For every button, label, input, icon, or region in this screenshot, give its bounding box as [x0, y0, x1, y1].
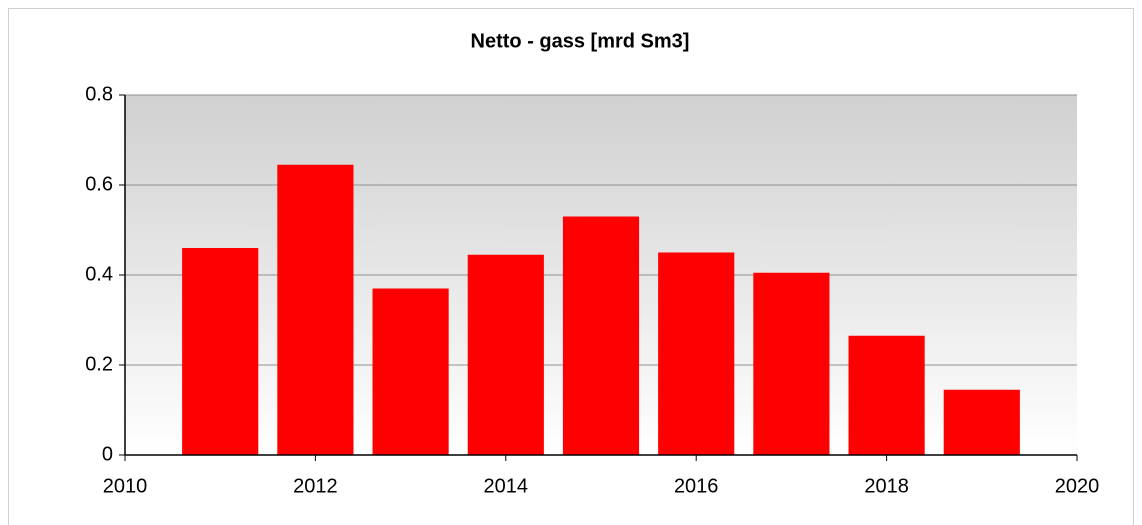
x-tick-label: 2014	[484, 475, 529, 497]
y-tick-label: 0.2	[85, 353, 113, 375]
x-tick-label: 2020	[1055, 475, 1100, 497]
x-tick-label: 2018	[864, 475, 909, 497]
bar	[467, 254, 544, 455]
chart-title: Netto - gass [mrd Sm3]	[471, 30, 690, 52]
bar	[277, 164, 354, 455]
bar	[658, 252, 735, 455]
y-tick-label: 0.6	[85, 173, 113, 195]
bar	[753, 272, 830, 455]
bar	[182, 248, 259, 455]
y-tick-label: 0	[102, 443, 113, 465]
bar	[372, 288, 449, 455]
frame	[8, 8, 1134, 525]
y-tick-label: 0.8	[85, 83, 113, 105]
bar	[562, 216, 640, 455]
x-tick-label: 2010	[103, 475, 148, 497]
x-tick-label: 2012	[293, 475, 338, 497]
x-tick-label: 2016	[674, 475, 719, 497]
bar	[943, 389, 1020, 455]
bar	[848, 335, 925, 455]
y-tick-label: 0.4	[85, 263, 113, 285]
